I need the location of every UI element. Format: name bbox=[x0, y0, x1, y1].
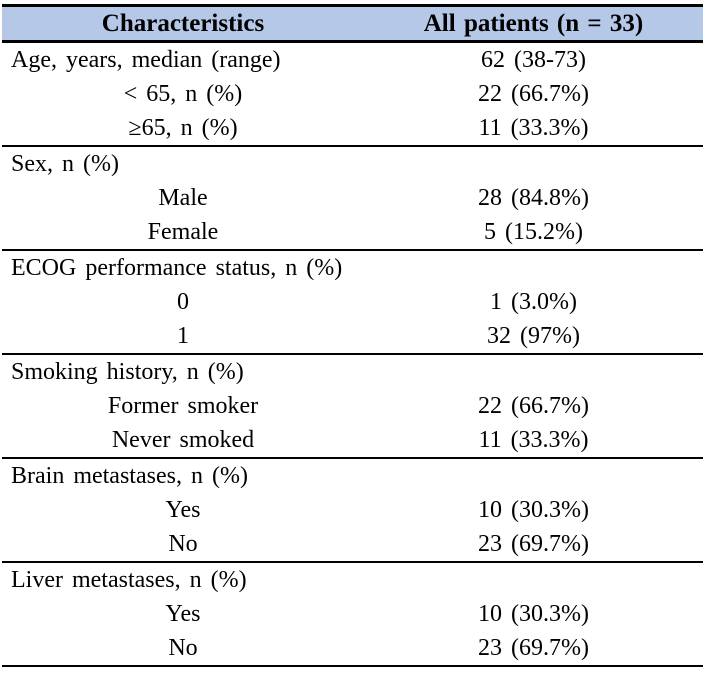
row-value: 11 (33.3%) bbox=[478, 427, 589, 453]
row-value bbox=[364, 249, 703, 285]
row-value: 22 (66.7%) bbox=[478, 81, 589, 107]
row-label: 1 bbox=[177, 323, 189, 349]
row-value: 10 (30.3%) bbox=[478, 601, 589, 627]
row-label: Male bbox=[158, 185, 208, 211]
row-value: 23 (69.7%) bbox=[478, 531, 589, 557]
row-label: < 65, n (%) bbox=[123, 81, 243, 107]
row-value bbox=[364, 145, 703, 181]
table-row-brain: Brain metastases, n (%) bbox=[2, 457, 703, 493]
row-label: No bbox=[168, 531, 198, 557]
table-row-smoking-never: Never smoked 11 (33.3%) bbox=[2, 423, 703, 458]
row-label: Yes bbox=[165, 497, 201, 523]
table-row-age-lt65: < 65, n (%) 22 (66.7%) bbox=[2, 77, 703, 111]
row-value bbox=[364, 353, 703, 389]
table-row-sex-female: Female 5 (15.2%) bbox=[2, 215, 703, 250]
row-label: Never smoked bbox=[111, 427, 255, 453]
table-row-smoking: Smoking history, n (%) bbox=[2, 353, 703, 389]
table-row-sex: Sex, n (%) bbox=[2, 145, 703, 181]
row-value: 62 (38-73) bbox=[481, 47, 586, 73]
table-row-smoking-former: Former smoker 22 (66.7%) bbox=[2, 389, 703, 423]
table-row-ecog-0: 0 1 (3.0%) bbox=[2, 285, 703, 319]
row-value: 22 (66.7%) bbox=[478, 393, 589, 419]
table-row-liver-no: No 23 (69.7%) bbox=[2, 631, 703, 666]
row-value bbox=[364, 457, 703, 493]
row-label: Sex, n (%) bbox=[2, 145, 364, 181]
table-row-brain-yes: Yes 10 (30.3%) bbox=[2, 493, 703, 527]
row-label: No bbox=[168, 635, 198, 661]
row-label: Liver metastases, n (%) bbox=[2, 561, 364, 597]
row-value: 23 (69.7%) bbox=[478, 635, 589, 661]
row-value: 5 (15.2%) bbox=[484, 219, 583, 245]
table-row-age-ge65: ≥65, n (%) 11 (33.3%) bbox=[2, 111, 703, 146]
table-row-ecog-1: 1 32 (97%) bbox=[2, 319, 703, 354]
row-label: Brain metastases, n (%) bbox=[2, 457, 364, 493]
table-row-liver-yes: Yes 10 (30.3%) bbox=[2, 597, 703, 631]
row-label: Yes bbox=[165, 601, 201, 627]
row-value bbox=[364, 561, 703, 597]
col-header-characteristics: Characteristics bbox=[2, 5, 364, 43]
row-label: 0 bbox=[177, 289, 189, 315]
patient-characteristics-table: Characteristics All patients (n = 33) Ag… bbox=[2, 4, 703, 667]
table-row-liver: Liver metastases, n (%) bbox=[2, 561, 703, 597]
row-label: ECOG performance status, n (%) bbox=[2, 249, 364, 285]
row-value: 32 (97%) bbox=[487, 323, 580, 349]
row-value: 28 (84.8%) bbox=[478, 185, 589, 211]
row-label: Smoking history, n (%) bbox=[2, 353, 364, 389]
row-label: Female bbox=[147, 219, 219, 245]
row-label: Former smoker bbox=[107, 393, 259, 419]
table-row-ecog: ECOG performance status, n (%) bbox=[2, 249, 703, 285]
row-value: 1 (3.0%) bbox=[490, 289, 577, 315]
col-header-all-patients: All patients (n = 33) bbox=[364, 5, 703, 43]
row-label: ≥65, n (%) bbox=[128, 115, 238, 141]
row-label: Age, years, median (range) bbox=[11, 47, 281, 73]
table-header-row: Characteristics All patients (n = 33) bbox=[2, 5, 703, 43]
row-value: 11 (33.3%) bbox=[478, 115, 589, 141]
table-row-age: Age, years, median (range) 62 (38-73) bbox=[2, 42, 703, 78]
table-row-sex-male: Male 28 (84.8%) bbox=[2, 181, 703, 215]
row-value: 10 (30.3%) bbox=[478, 497, 589, 523]
table-row-brain-no: No 23 (69.7%) bbox=[2, 527, 703, 562]
